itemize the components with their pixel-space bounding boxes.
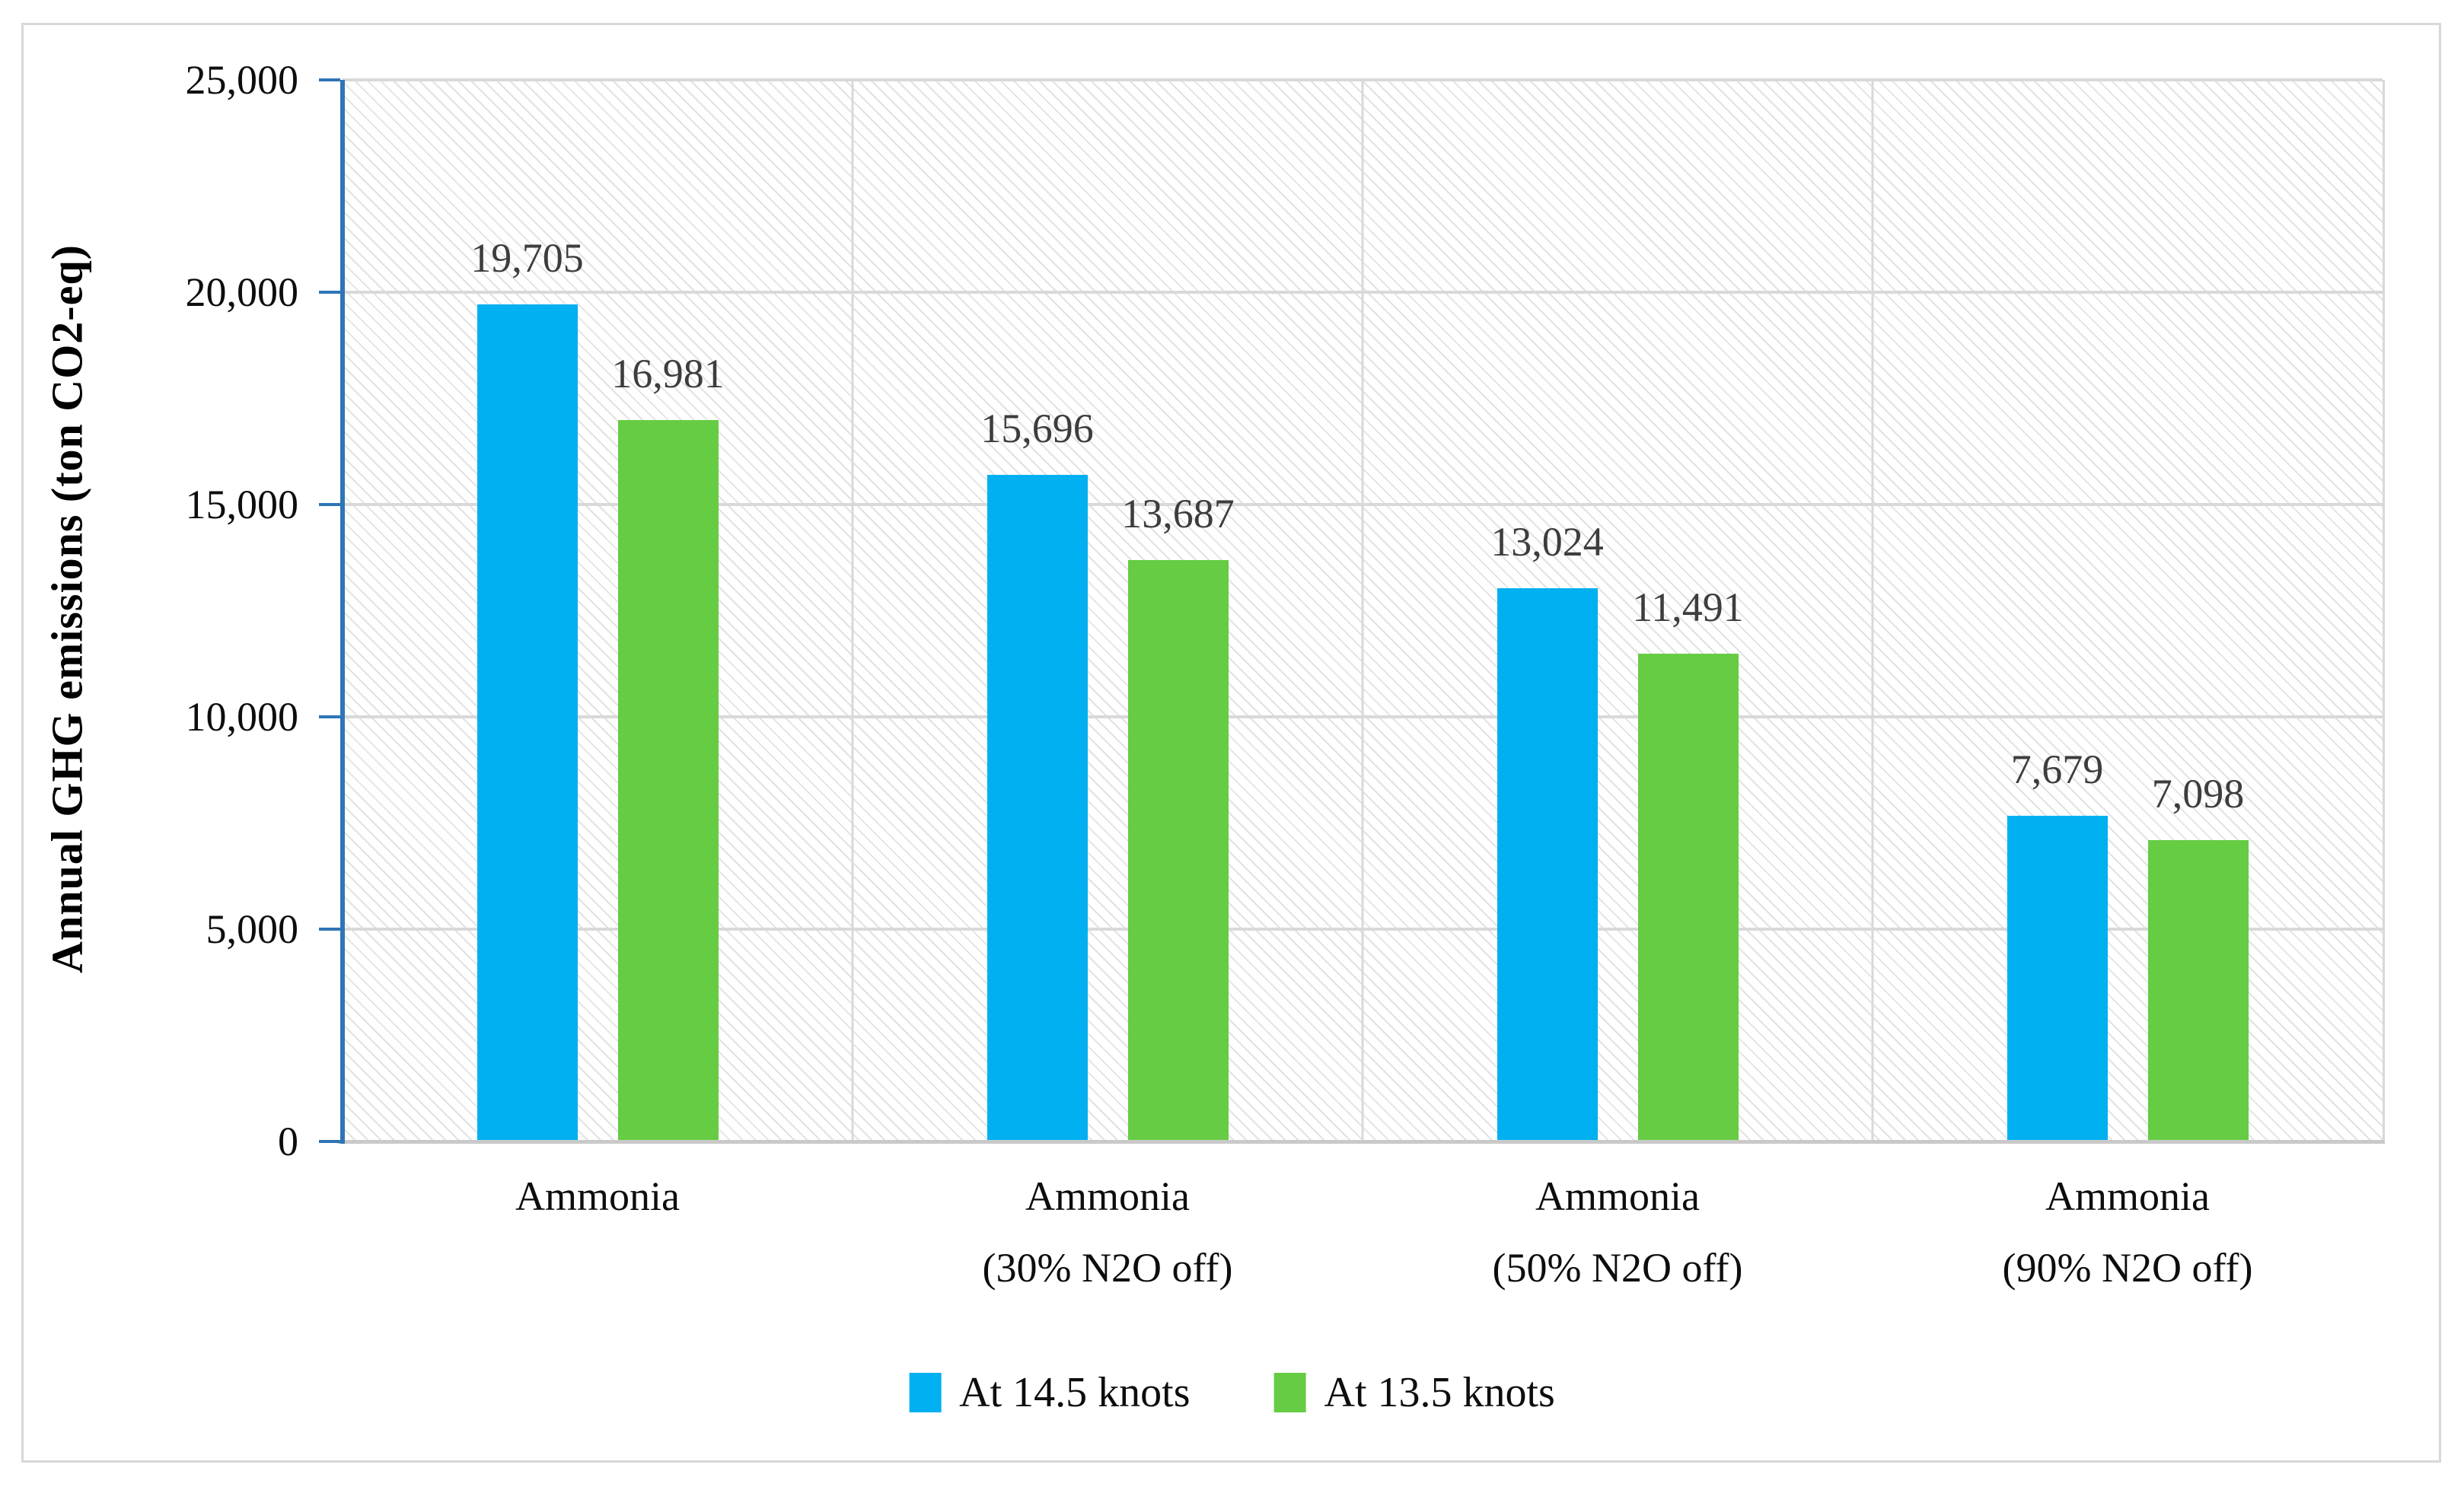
y-axis-tick-mark [319,715,340,718]
bar-value-label: 13,687 [1121,491,1235,537]
bar-group: 15,696 13,687 [853,80,1363,1141]
y-axis-tick-mark [319,1140,340,1143]
category-label-line1: Ammonia [515,1173,680,1219]
bar-blue [477,304,578,1141]
y-tick-label: 15,000 [185,482,299,527]
bar-value-label: 13,024 [1490,519,1604,565]
bar-blue [1497,588,1598,1141]
x-gridline [1871,80,1874,1141]
bar-value-label: 7,098 [2151,770,2245,817]
bar-value-label: 7,679 [2010,746,2104,792]
legend-swatch [1273,1373,1306,1412]
bar-value-label: 19,705 [470,235,584,282]
x-gridline [1361,80,1364,1141]
bar-slot: 16,981 [611,80,725,1141]
bar-groups: 19,705 16,981 15,696 13,687 13,024 11,491 7,67… [343,80,2383,1141]
y-axis-tick-mark [319,291,340,294]
category-label-line2: (50% N2O off) [1492,1245,1743,1291]
category-label: Ammonia (90% N2O off) [1873,1176,2383,1288]
category-label-line1: Ammonia [1535,1173,1700,1219]
legend: At 14.5 knots At 13.5 knots [909,1371,1555,1414]
bar-value-label: 11,491 [1632,584,1744,630]
category-label-line1: Ammonia [2045,1173,2210,1219]
bar-green [1637,653,1739,1141]
bar-green [2147,839,2249,1141]
bar-slot: 7,098 [2147,80,2249,1141]
bar-blue [2007,815,2108,1141]
y-tick-label: 25,000 [185,57,299,103]
category-label: Ammonia (50% N2O off) [1363,1176,1873,1288]
bar-green [617,420,719,1141]
bar-slot: 13,024 [1490,80,1604,1141]
category-label: Ammonia (30% N2O off) [853,1176,1363,1288]
y-axis-tick-labels: 0 5,000 10,000 15,000 20,000 25,000 [0,57,308,1164]
category-label-line2: (90% N2O off) [2002,1245,2253,1291]
category-label-line2: (30% N2O off) [982,1245,1233,1291]
x-gridline [851,80,854,1141]
y-tick-label: 10,000 [185,694,299,740]
bar-slot: 15,696 [980,80,1094,1141]
x-category-labels: Ammonia Ammonia (30% N2O off) Ammonia (50% N… [343,1176,2383,1288]
category-label: Ammonia [343,1176,853,1288]
bar-slot: 11,491 [1632,80,1744,1141]
y-tick-label: 0 [278,1119,298,1164]
legend-swatch [909,1373,942,1412]
legend-label: At 14.5 knots [959,1369,1191,1416]
bar-group: 13,024 11,491 [1363,80,1873,1141]
bar-group: 19,705 16,981 [343,80,853,1141]
bar-value-label: 15,696 [980,406,1094,452]
y-axis-tick-mark [319,503,340,506]
bar-value-label: 16,981 [611,351,725,397]
y-axis-tick-mark [319,78,340,81]
category-label-line1: Ammonia [1025,1173,1190,1219]
bar-slot: 19,705 [470,80,584,1141]
y-axis-line [340,80,345,1144]
bar-group: 7,679 7,098 [1873,80,2383,1141]
plot-area: 19,705 16,981 15,696 13,687 13,024 11,491 7,67… [319,78,2385,1144]
legend-label: At 13.5 knots [1324,1369,1555,1416]
y-tick-label: 20,000 [185,269,299,315]
bar-blue [987,475,1088,1141]
bar-slot: 7,679 [2007,80,2108,1141]
legend-item: At 14.5 knots [909,1369,1191,1416]
legend-item: At 13.5 knots [1273,1369,1555,1416]
y-tick-label: 5,000 [206,906,299,952]
bar-slot: 13,687 [1121,80,1235,1141]
bar-green [1127,560,1229,1141]
x-axis-baseline [337,1140,2385,1144]
y-axis-tick-mark [319,928,340,931]
